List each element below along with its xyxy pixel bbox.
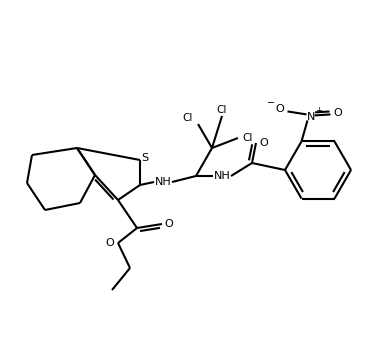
Text: O: O [106,238,114,248]
Text: N: N [307,113,316,122]
Text: S: S [141,153,149,163]
Text: O: O [275,104,284,114]
Text: Cl: Cl [217,105,227,115]
Text: O: O [260,138,268,148]
Text: O: O [165,219,173,229]
Text: Cl: Cl [243,133,253,143]
Text: −: − [268,98,276,108]
Text: NH: NH [214,171,230,181]
Text: +: + [315,106,322,115]
Text: NH: NH [155,177,171,187]
Text: O: O [333,108,342,119]
Text: Cl: Cl [183,113,193,123]
